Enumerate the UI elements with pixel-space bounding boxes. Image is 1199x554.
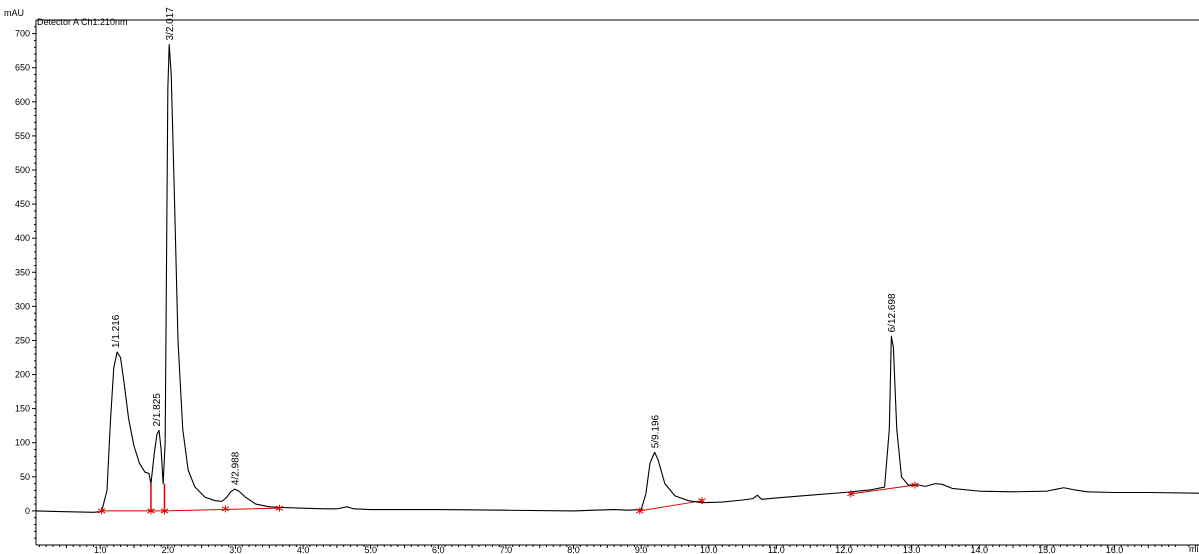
x-tick-label: 8.0 xyxy=(567,545,580,554)
y-tick-label: 150 xyxy=(15,404,30,414)
peak-label: 6/12.698 xyxy=(887,293,898,332)
x-tick-label: 6.0 xyxy=(432,545,445,554)
x-tick-label: 13.0 xyxy=(903,545,921,554)
integration-marker xyxy=(221,505,230,513)
x-tick-label: 7.0 xyxy=(500,545,513,554)
peak-label: 5/9.196 xyxy=(650,414,661,448)
y-tick-label: 100 xyxy=(15,438,30,448)
baseline-segment xyxy=(164,507,280,512)
peak-label: 3/2.017 xyxy=(165,7,176,41)
y-tick-label: 550 xyxy=(15,131,30,141)
y-tick-label: 200 xyxy=(15,370,30,380)
marker-stroke xyxy=(160,508,169,514)
x-tick-label: 15.0 xyxy=(1038,545,1056,554)
marker-stroke xyxy=(911,482,919,488)
baseline-segment xyxy=(639,500,703,512)
y-tick-label: 300 xyxy=(15,301,30,311)
marker-stroke xyxy=(97,508,106,514)
y-tick-label: 650 xyxy=(15,63,30,73)
chromatogram-trace xyxy=(35,44,1199,513)
marker-stroke xyxy=(275,505,284,511)
marker-stroke xyxy=(847,491,855,497)
integration-marker xyxy=(97,507,106,515)
x-tick-label: 16.0 xyxy=(1106,545,1124,554)
marker-layer xyxy=(97,481,919,515)
y-tick-label: 250 xyxy=(15,335,30,345)
y-tick-label: 0 xyxy=(25,506,30,516)
y-tick-label: 350 xyxy=(15,267,30,277)
detector-label: Detector A Ch1:210nm xyxy=(37,17,128,27)
x-tick-label: 12.0 xyxy=(835,545,853,554)
trace-layer xyxy=(35,44,1199,513)
peak-label: 1/1.216 xyxy=(111,314,122,348)
y-axis-unit: mAU xyxy=(4,8,24,18)
x-tick-label: 4.0 xyxy=(297,545,310,554)
y-tick-label: 400 xyxy=(15,233,30,243)
x-tick-label: 14.0 xyxy=(970,545,988,554)
baseline-layer xyxy=(101,483,916,512)
y-tick-label: 500 xyxy=(15,165,30,175)
integration-marker xyxy=(847,490,855,498)
integration-marker xyxy=(911,481,919,489)
x-tick-label: 3.0 xyxy=(229,545,242,554)
marker-stroke xyxy=(636,508,644,514)
marker-stroke xyxy=(698,498,706,504)
integration-marker xyxy=(160,507,169,515)
integration-marker xyxy=(147,507,155,515)
x-tick-label: 11.0 xyxy=(768,545,785,554)
baseline-segment xyxy=(850,484,916,495)
integration-marker xyxy=(636,507,644,515)
integration-marker xyxy=(275,504,284,512)
x-tick-label: 5.0 xyxy=(364,545,377,554)
y-tick-label: 50 xyxy=(20,472,30,482)
x-tick-label: 10.0 xyxy=(700,545,718,554)
peak-label: 4/2.988 xyxy=(231,451,242,485)
integration-marker xyxy=(698,497,706,505)
x-tick-label: 2.0 xyxy=(162,545,175,554)
peak-label: 2/1.825 xyxy=(152,393,163,427)
x-tick-label: 1.0 xyxy=(94,545,107,554)
y-tick-label: 700 xyxy=(15,29,30,39)
x-axis-unit: mi xyxy=(1189,544,1199,554)
axis-layer: 0 50 100 150 200 250 300 350 400 450 500 550 600 650 7… xyxy=(15,19,1199,554)
peak-label-layer: 1/1.216 2/1.825 3/2.017 4/2.988 5/9.196 6/12.… xyxy=(111,7,898,485)
marker-stroke xyxy=(221,506,230,512)
y-tick-label: 450 xyxy=(15,199,30,209)
y-tick-label: 600 xyxy=(15,97,30,107)
marker-stroke xyxy=(147,508,155,514)
x-tick-label: 9.0 xyxy=(635,545,648,554)
